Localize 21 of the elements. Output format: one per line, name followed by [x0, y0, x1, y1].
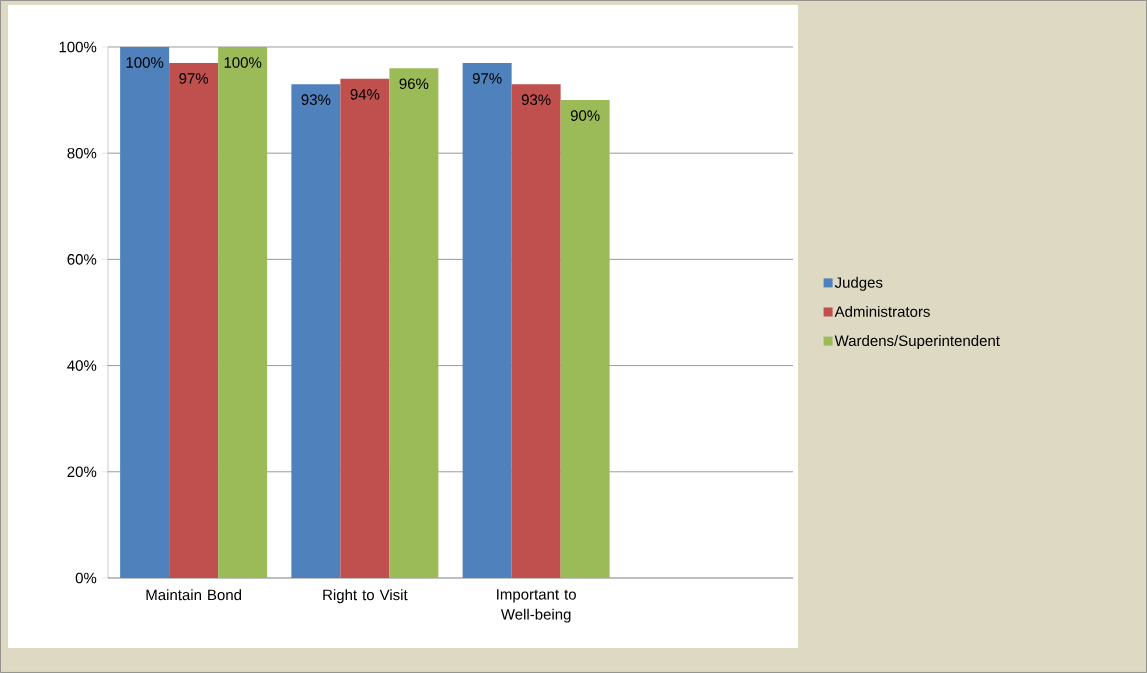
data-label: 93%	[301, 94, 331, 105]
legend-label: Judges	[834, 276, 883, 291]
y-tick-label: 80%	[67, 147, 97, 159]
legend-label: Wardens/Superintendent	[834, 335, 1000, 350]
data-label: 100%	[126, 57, 164, 68]
data-label: 100%	[224, 57, 262, 68]
data-label: 94%	[350, 89, 380, 100]
x-tick-label: Important to Well-being	[497, 589, 576, 623]
y-tick-label: 40%	[67, 360, 97, 371]
data-label: 93%	[521, 94, 551, 105]
x-tick-label: Maintain Bond	[146, 589, 242, 601]
y-tick-label: 100%	[59, 41, 97, 53]
data-label: 97%	[472, 73, 502, 84]
data-label: 97%	[179, 73, 209, 84]
y-tick-label: 0%	[75, 572, 97, 584]
y-tick-label: 60%	[67, 254, 97, 265]
data-label: 90%	[570, 110, 600, 121]
legend-label: Administrators	[834, 305, 930, 317]
x-tick-label: Right to Visit	[323, 589, 408, 604]
y-tick-label: 20%	[67, 466, 97, 478]
data-label: 96%	[399, 78, 429, 90]
